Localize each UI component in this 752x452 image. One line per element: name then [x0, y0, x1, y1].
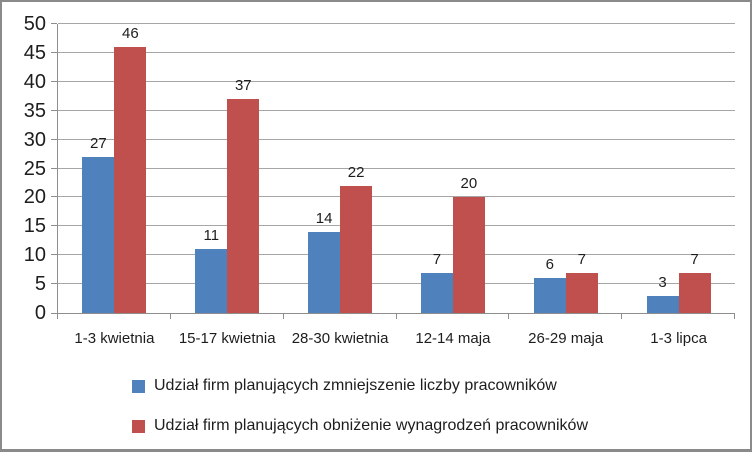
legend-item: Udział firm planujących obniżenie wynagr… [132, 416, 588, 436]
gridline [58, 283, 735, 285]
x-axis-tick [734, 313, 735, 319]
gridline [58, 80, 735, 82]
bar-blue-cat3 [420, 272, 453, 313]
data-label: 46 [122, 25, 139, 43]
y-tick-label: 20 [23, 186, 46, 209]
x-axis-tick [621, 313, 622, 319]
gridline [58, 196, 735, 198]
data-label: 6 [545, 256, 554, 274]
data-label: 7 [690, 250, 699, 268]
x-category-label: 28-30 kwietnia [291, 330, 389, 347]
bar-blue-cat1 [195, 249, 228, 313]
y-tick-label: 35 [23, 99, 46, 122]
y-tick-label: 0 [34, 302, 46, 324]
x-axis-tick [396, 313, 397, 319]
data-label: 14 [315, 210, 333, 228]
gridline [58, 254, 735, 256]
x-axis-tick [170, 313, 171, 319]
x-category-label: 1-3 kwietnia [74, 330, 155, 347]
x-category-label: 12-14 maja [415, 330, 491, 347]
gridline [58, 167, 735, 169]
y-axis-line [57, 24, 58, 313]
bar-blue-cat5 [646, 295, 679, 313]
gridline [58, 225, 735, 227]
y-axis-tick [51, 254, 57, 256]
bar-red-cat4 [565, 272, 598, 313]
y-axis-tick [51, 283, 57, 285]
x-category-label: 1-3 lipca [650, 330, 707, 347]
bar-red-cat0 [114, 47, 147, 313]
y-axis-tick [51, 51, 57, 53]
y-tick-label: 50 [23, 13, 46, 35]
x-category-label: 26-29 maja [528, 330, 604, 347]
y-tick-label: 45 [23, 41, 46, 64]
y-axis-tick [51, 225, 57, 227]
bar-red-cat1 [227, 99, 260, 313]
legend-label: Udział firm planujących obniżenie wynagr… [154, 417, 588, 434]
bar-red-cat3 [452, 197, 485, 313]
y-axis-tick [51, 109, 57, 111]
x-axis-tick [283, 313, 284, 319]
y-axis-tick [51, 23, 57, 24]
bar-blue-cat4 [533, 278, 566, 313]
y-tick-label: 10 [23, 244, 46, 267]
y-tick-label: 5 [34, 273, 46, 296]
bar-blue-cat2 [308, 232, 341, 313]
plot-area: 0 5 10 15 20 25 30 35 40 45 50 27 46 1-3 kwietnia 11 37… [24, 13, 735, 347]
legend-item: Udział firm planujących zmniejszenie lic… [132, 376, 588, 396]
data-label: 27 [90, 134, 107, 152]
bar-blue-cat0 [82, 156, 115, 313]
y-tick-label: 25 [23, 157, 46, 180]
legend-label: Udział firm planujących zmniejszenie lic… [154, 377, 557, 394]
y-axis-tick [51, 80, 57, 82]
data-label: 20 [460, 175, 478, 193]
y-tick-label: 40 [23, 70, 46, 93]
y-axis-tick [51, 167, 57, 169]
bar-red-cat5 [678, 272, 711, 313]
data-label: 22 [347, 163, 365, 181]
data-label: 7 [432, 250, 442, 268]
data-label: 37 [234, 77, 252, 95]
gridline [58, 23, 735, 24]
y-axis-tick [51, 313, 57, 314]
y-tick-label: 15 [23, 215, 46, 238]
gridline [58, 109, 735, 111]
x-category-label: 15-17 kwietnia [178, 330, 276, 347]
legend-swatch-icon [132, 379, 145, 393]
y-tick-label: 30 [23, 128, 46, 151]
gridline [58, 51, 735, 53]
x-axis-tick [57, 313, 58, 319]
legend-swatch-icon [132, 419, 145, 433]
y-axis-tick [51, 196, 57, 198]
data-label: 7 [577, 250, 586, 268]
y-axis-tick [51, 138, 57, 140]
data-label: 3 [658, 273, 667, 291]
x-axis-tick [508, 313, 509, 319]
gridline [58, 138, 735, 140]
bar-red-cat2 [340, 185, 373, 313]
data-label: 11 [203, 227, 220, 245]
legend: Udział firm planujących zmniejszenie lic… [132, 376, 588, 449]
